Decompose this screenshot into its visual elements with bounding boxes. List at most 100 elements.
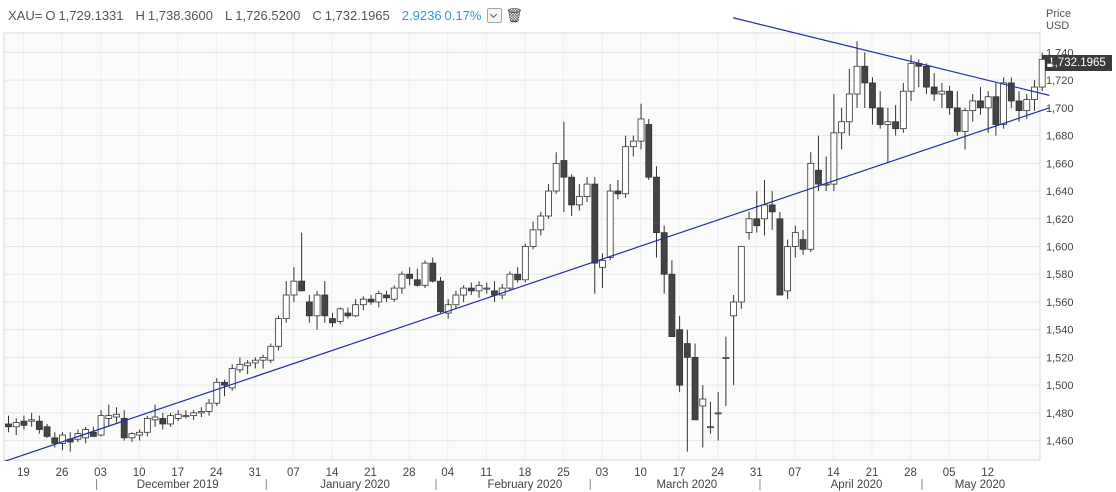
candle[interactable] (660, 225, 668, 294)
candle[interactable] (43, 423, 51, 438)
candle[interactable] (475, 281, 483, 298)
candle[interactable] (560, 121, 568, 212)
candle[interactable] (452, 290, 460, 309)
candle[interactable] (437, 277, 444, 314)
candle[interactable] (182, 410, 190, 419)
candle[interactable] (815, 135, 822, 192)
candle[interactable] (413, 268, 421, 287)
candle[interactable] (35, 415, 43, 434)
candle[interactable] (737, 246, 745, 309)
candle[interactable] (923, 63, 930, 95)
candle[interactable] (730, 295, 738, 386)
candle[interactable] (5, 415, 12, 433)
candle[interactable] (429, 257, 437, 283)
candle[interactable] (1007, 77, 1015, 108)
candle[interactable] (128, 432, 136, 442)
candle[interactable] (691, 343, 699, 421)
candle[interactable] (190, 410, 198, 420)
candle[interactable] (645, 118, 653, 180)
candle[interactable] (51, 432, 59, 448)
candle[interactable] (784, 239, 792, 300)
candle[interactable] (467, 282, 475, 296)
candle[interactable] (20, 415, 28, 430)
candle[interactable] (537, 211, 545, 236)
candle[interactable] (876, 91, 884, 129)
candle[interactable] (776, 211, 784, 296)
candle[interactable] (1023, 94, 1031, 119)
candle[interactable] (614, 179, 622, 200)
candle[interactable] (768, 191, 776, 230)
candle[interactable] (213, 378, 221, 406)
candle[interactable] (375, 290, 383, 308)
candle[interactable] (745, 211, 753, 240)
candle[interactable] (1038, 52, 1046, 92)
candle[interactable] (961, 107, 969, 150)
candle[interactable] (1015, 91, 1023, 122)
candle[interactable] (521, 243, 529, 283)
candle[interactable] (992, 82, 1000, 136)
candle[interactable] (313, 290, 321, 330)
candle[interactable] (699, 385, 707, 448)
candle[interactable] (298, 232, 306, 292)
candle[interactable] (791, 225, 799, 258)
candle[interactable] (275, 315, 282, 351)
trash-icon[interactable]: 🗑 (505, 7, 524, 23)
candle[interactable] (838, 107, 846, 150)
candle[interactable] (799, 229, 807, 255)
candle[interactable] (830, 94, 838, 192)
candle[interactable] (367, 295, 375, 305)
candle[interactable] (143, 415, 151, 437)
candle[interactable] (251, 357, 259, 369)
candle[interactable] (583, 177, 591, 203)
candle[interactable] (113, 407, 120, 423)
candle[interactable] (483, 282, 491, 294)
candle[interactable] (105, 404, 113, 427)
candle[interactable] (845, 69, 853, 136)
candle[interactable] (653, 166, 660, 258)
candle[interactable] (753, 191, 761, 233)
candle[interactable] (977, 87, 984, 115)
candle[interactable] (676, 315, 684, 393)
candle[interactable] (290, 267, 298, 302)
candle[interactable] (151, 404, 159, 427)
candle[interactable] (899, 82, 907, 133)
candle[interactable] (321, 281, 329, 323)
candle[interactable] (1000, 77, 1008, 129)
candle[interactable] (861, 52, 869, 108)
candle[interactable] (722, 336, 730, 406)
trendline-support[interactable] (0, 107, 1050, 464)
candle[interactable] (884, 107, 892, 164)
candle[interactable] (1031, 80, 1038, 111)
candle[interactable] (282, 281, 290, 323)
candle[interactable] (383, 290, 390, 302)
candle[interactable] (714, 392, 722, 441)
candle[interactable] (221, 379, 228, 397)
candle[interactable] (707, 401, 714, 434)
candle[interactable] (136, 429, 144, 441)
candle[interactable] (197, 407, 205, 418)
candle[interactable] (869, 77, 876, 125)
candle[interactable] (622, 135, 630, 198)
candle[interactable] (336, 307, 344, 325)
candle[interactable] (930, 73, 938, 101)
candle[interactable] (506, 271, 514, 291)
candle[interactable] (120, 410, 128, 441)
candle[interactable] (969, 94, 977, 122)
candle[interactable] (352, 299, 360, 318)
candle[interactable] (174, 410, 182, 422)
candle[interactable] (167, 412, 174, 427)
candle[interactable] (460, 285, 468, 302)
chevron-down-icon[interactable] (487, 8, 503, 23)
candle[interactable] (892, 105, 900, 136)
candle[interactable] (159, 412, 167, 430)
candle[interactable] (236, 357, 244, 373)
candle[interactable] (552, 152, 560, 194)
candle[interactable] (606, 184, 614, 261)
candle[interactable] (984, 91, 992, 133)
candle[interactable] (807, 152, 815, 253)
candle[interactable] (668, 260, 676, 338)
candle[interactable] (529, 221, 537, 250)
candle[interactable] (444, 299, 452, 319)
candle[interactable] (267, 343, 275, 363)
